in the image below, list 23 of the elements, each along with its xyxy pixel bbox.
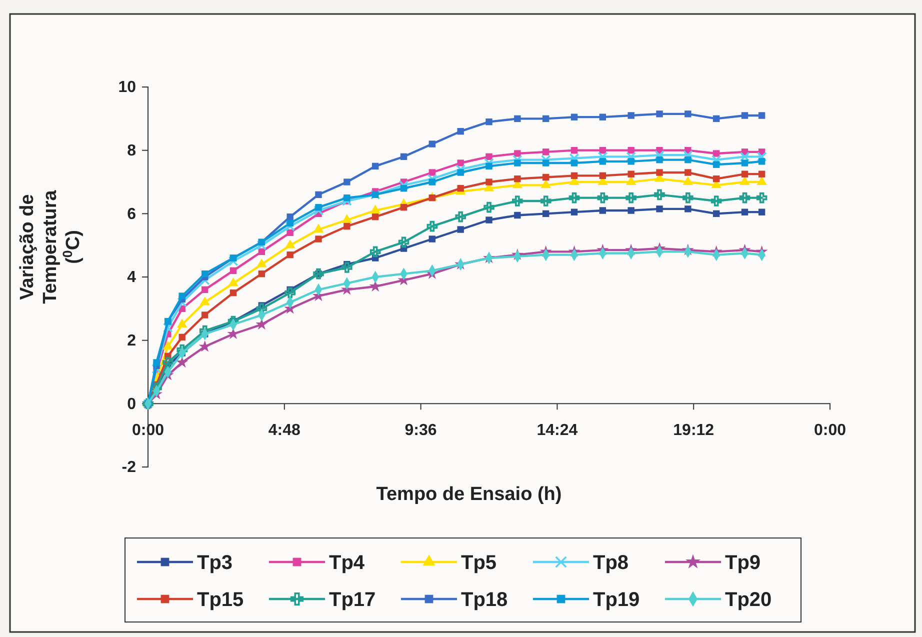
y-tick-label: -2	[122, 459, 136, 476]
y-tick-label: 10	[118, 79, 136, 96]
legend-label: Tp5	[461, 552, 497, 574]
legend-label: Tp19	[593, 589, 640, 611]
y-tick-label: 0	[127, 396, 136, 413]
x-tick-label: 14:24	[536, 422, 578, 440]
x-tick-label: 0:00	[814, 422, 846, 440]
y-tick-label: 4	[127, 269, 136, 286]
y-tick-label: 6	[127, 206, 136, 223]
legend-label: Tp17	[329, 589, 376, 611]
y-tick-label: 8	[127, 142, 136, 160]
legend-label: Tp3	[197, 552, 233, 574]
legend-label: Tp15	[197, 589, 244, 611]
legend-label: Tp4	[329, 552, 366, 574]
legend-label: Tp9	[725, 552, 761, 574]
legend-label: Tp8	[593, 552, 629, 574]
y-tick-label: 2	[127, 332, 136, 350]
x-tick-label: 19:12	[673, 422, 714, 440]
legend-label: Tp18	[461, 589, 508, 611]
legend-label: Tp20	[725, 589, 772, 611]
x-axis-title: Tempo de Ensaio (h)	[376, 484, 562, 505]
x-tick-label: 9:36	[404, 422, 437, 440]
x-tick-label: 4:48	[268, 422, 301, 440]
